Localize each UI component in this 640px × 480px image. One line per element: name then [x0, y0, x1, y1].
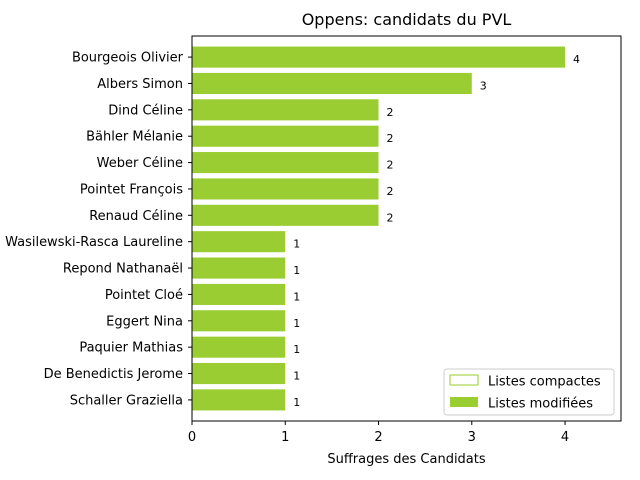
bar-modifiees [192, 283, 286, 305]
bar-modifiees [192, 336, 286, 358]
bar-modifiees [192, 231, 286, 253]
legend-label-modifiees: Listes modifiées [488, 397, 593, 412]
legend-swatch-compactes [449, 374, 479, 386]
data-label: 1 [293, 290, 300, 303]
y-tick-label: Renaud Céline [89, 209, 183, 224]
x-tick-label: 3 [468, 430, 476, 445]
data-label: 2 [387, 106, 394, 119]
legend-label-compactes: Listes compactes [488, 375, 601, 390]
data-label: 2 [387, 132, 394, 145]
legend: Listes compactes Listes modifiées [443, 368, 615, 416]
data-label: 2 [387, 185, 394, 198]
data-label: 1 [293, 317, 300, 330]
bar-modifiees [192, 389, 286, 411]
data-label: 2 [387, 211, 394, 224]
data-label: 1 [293, 343, 300, 356]
y-tick-label: Weber Céline [97, 156, 183, 171]
y-tick-label: Dind Céline [108, 103, 183, 118]
x-tick-label: 2 [374, 430, 382, 445]
y-tick-label: Pointet Cloé [105, 288, 183, 303]
data-label: 4 [573, 53, 580, 66]
y-tick-label: Pointet François [80, 182, 183, 197]
bar-modifiees [192, 152, 379, 174]
y-tick-label: Repond Nathanaël [63, 262, 183, 277]
y-tick-label: Eggert Nina [106, 314, 183, 329]
data-label: 3 [480, 79, 487, 92]
data-label: 2 [387, 159, 394, 172]
legend-frame [443, 368, 615, 416]
bar-modifiees [192, 310, 286, 332]
y-tick-label: Albers Simon [97, 77, 183, 92]
bar-modifiees [192, 125, 379, 147]
y-tick-label: Bourgeois Olivier [72, 51, 184, 66]
x-tick-label: 0 [188, 430, 196, 445]
bar-modifiees [192, 204, 379, 226]
plot-area: 4 Bourgeois Olivier 3 Albers Simon 2 Dind Cél… [5, 35, 622, 445]
axes-frame [191, 35, 622, 422]
bar-modifiees [192, 99, 379, 121]
data-label: 1 [293, 396, 300, 409]
x-tick-label: 1 [281, 430, 289, 445]
y-tick-label: Wasilewski-Rasca Laureline [5, 235, 183, 250]
data-label: 1 [293, 264, 300, 277]
y-tick-label: De Benedictis Jerome [44, 367, 183, 382]
legend-swatch-modifiees [450, 397, 478, 407]
bar-modifiees [192, 362, 286, 385]
data-label: 1 [293, 238, 300, 251]
y-tick-label: Schaller Graziella [70, 393, 183, 408]
x-tick-label: 4 [561, 430, 569, 445]
bar-modifiees [192, 178, 379, 200]
chart-title: Oppens: candidats du PVL [302, 10, 512, 29]
x-axis-label: Suffrages des Candidats [327, 452, 486, 467]
bar-modifiees [192, 46, 566, 68]
y-tick-label: Bähler Mélanie [86, 130, 183, 145]
y-tick-label: Paquier Mathias [79, 341, 183, 356]
data-label: 1 [293, 370, 300, 383]
bar-modifiees [192, 257, 286, 279]
bar-modifiees [192, 72, 472, 95]
